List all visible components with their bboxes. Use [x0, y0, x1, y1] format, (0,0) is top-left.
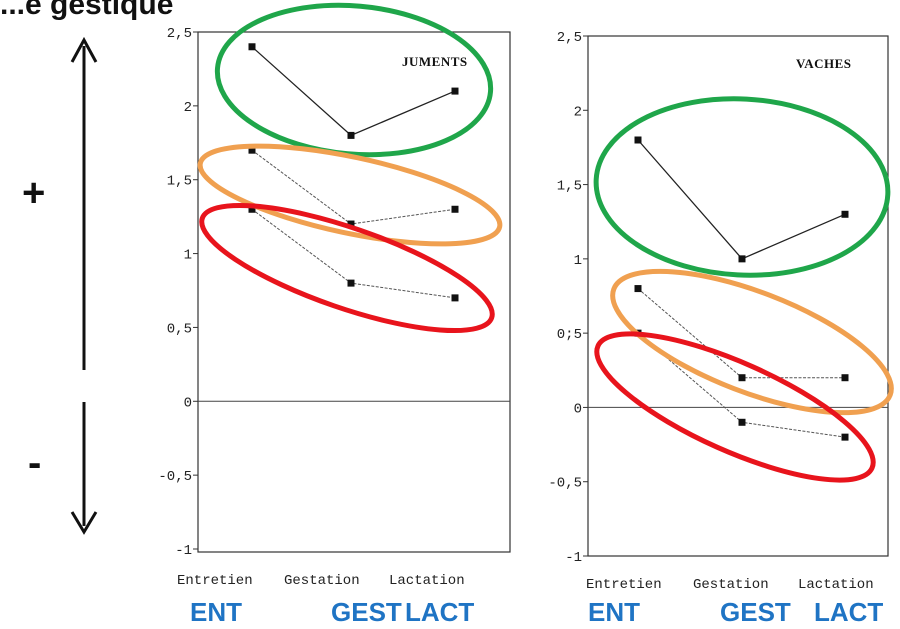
x-abbrev-gest: GEST [720, 597, 791, 627]
chart-title: JUMENTS [402, 54, 468, 69]
y-tick-label: 2 [184, 100, 192, 116]
x-label-gestation: Gestation [693, 577, 769, 593]
x-label-lactation: Lactation [798, 577, 874, 593]
data-point [248, 43, 256, 51]
scale-arrows: + - [22, 36, 98, 535]
y-tick-label: 0;5 [557, 327, 582, 343]
chart-title: VACHES [796, 56, 852, 71]
series-group [634, 136, 849, 441]
orange-highlight-ellipse [197, 143, 503, 247]
vaches-chart: VACHES 2,5 2 1,5 1 0;5 0 -0,5 -1 Entretien Gest… [548, 30, 894, 627]
series-group [248, 43, 459, 302]
x-label-entretien: Entretien [586, 577, 662, 593]
series-line [637, 139, 846, 260]
data-point [248, 146, 256, 154]
y-tick-label: -0,5 [158, 469, 192, 485]
x-label-entretien: Entretien [177, 573, 253, 589]
green-highlight-ellipse [214, 2, 494, 158]
data-point [634, 136, 642, 144]
plot-frame [587, 35, 889, 557]
minus-sign: - [28, 441, 41, 485]
y-tick-label: -0,5 [548, 476, 582, 492]
data-point [841, 374, 849, 382]
plus-sign: + [22, 171, 45, 215]
y-tick-label: 1 [184, 248, 192, 264]
data-point [451, 294, 459, 302]
plot-frame [197, 31, 511, 553]
data-point [738, 374, 746, 382]
y-tick-label: 1,5 [557, 179, 582, 195]
data-point [248, 205, 256, 213]
series-line [251, 149, 456, 225]
juments-chart: JUMENTS 2,5 2 1,5 1 0,5 0 -0,5 -1 Entretien Ges… [158, 2, 511, 627]
green-highlight-ellipse [593, 96, 891, 278]
up-arrow-icon [70, 36, 98, 63]
x-abbrev-lact: LACT [405, 597, 474, 627]
y-axis: 2,5 2 1,5 1 0,5 0 -0,5 -1 [158, 26, 198, 559]
x-label-lactation: Lactation [389, 573, 465, 589]
data-point [347, 131, 355, 139]
red-highlight-ellipse [199, 202, 495, 334]
data-point [451, 87, 459, 95]
x-abbrev-lact: LACT [814, 597, 883, 627]
x-abbrev-ent: ENT [588, 597, 640, 627]
data-point [451, 205, 459, 213]
y-tick-label: 0,5 [167, 321, 192, 337]
x-label-gestation: Gestation [284, 573, 360, 589]
x-abbrev-gest: GEST [331, 597, 402, 627]
data-point [634, 285, 642, 293]
highlight-ellipses [593, 96, 894, 483]
x-abbrev-ent: ENT [190, 597, 242, 627]
y-tick-label: 0 [574, 401, 582, 417]
data-point [841, 210, 849, 218]
y-tick-label: 2 [574, 104, 582, 120]
data-point [841, 433, 849, 441]
red-highlight-ellipse [594, 331, 876, 483]
highlight-ellipses [197, 2, 503, 334]
y-tick-label: 1 [574, 253, 582, 269]
data-point [347, 279, 355, 287]
data-point [738, 255, 746, 263]
down-arrow-icon [70, 511, 98, 535]
y-tick-label: 2,5 [167, 26, 192, 42]
orange-highlight-ellipse [610, 268, 894, 416]
y-tick-label: -1 [565, 550, 582, 566]
data-point [738, 418, 746, 426]
data-point [347, 220, 355, 228]
y-tick-label: -1 [175, 543, 192, 559]
y-axis: 2,5 2 1,5 1 0;5 0 -0,5 -1 [548, 30, 588, 566]
y-tick-label: 1,5 [167, 174, 192, 190]
y-tick-label: 2,5 [557, 30, 582, 46]
heading-fragment: ...e gestique [0, 0, 173, 21]
y-tick-label: 0 [184, 395, 192, 411]
